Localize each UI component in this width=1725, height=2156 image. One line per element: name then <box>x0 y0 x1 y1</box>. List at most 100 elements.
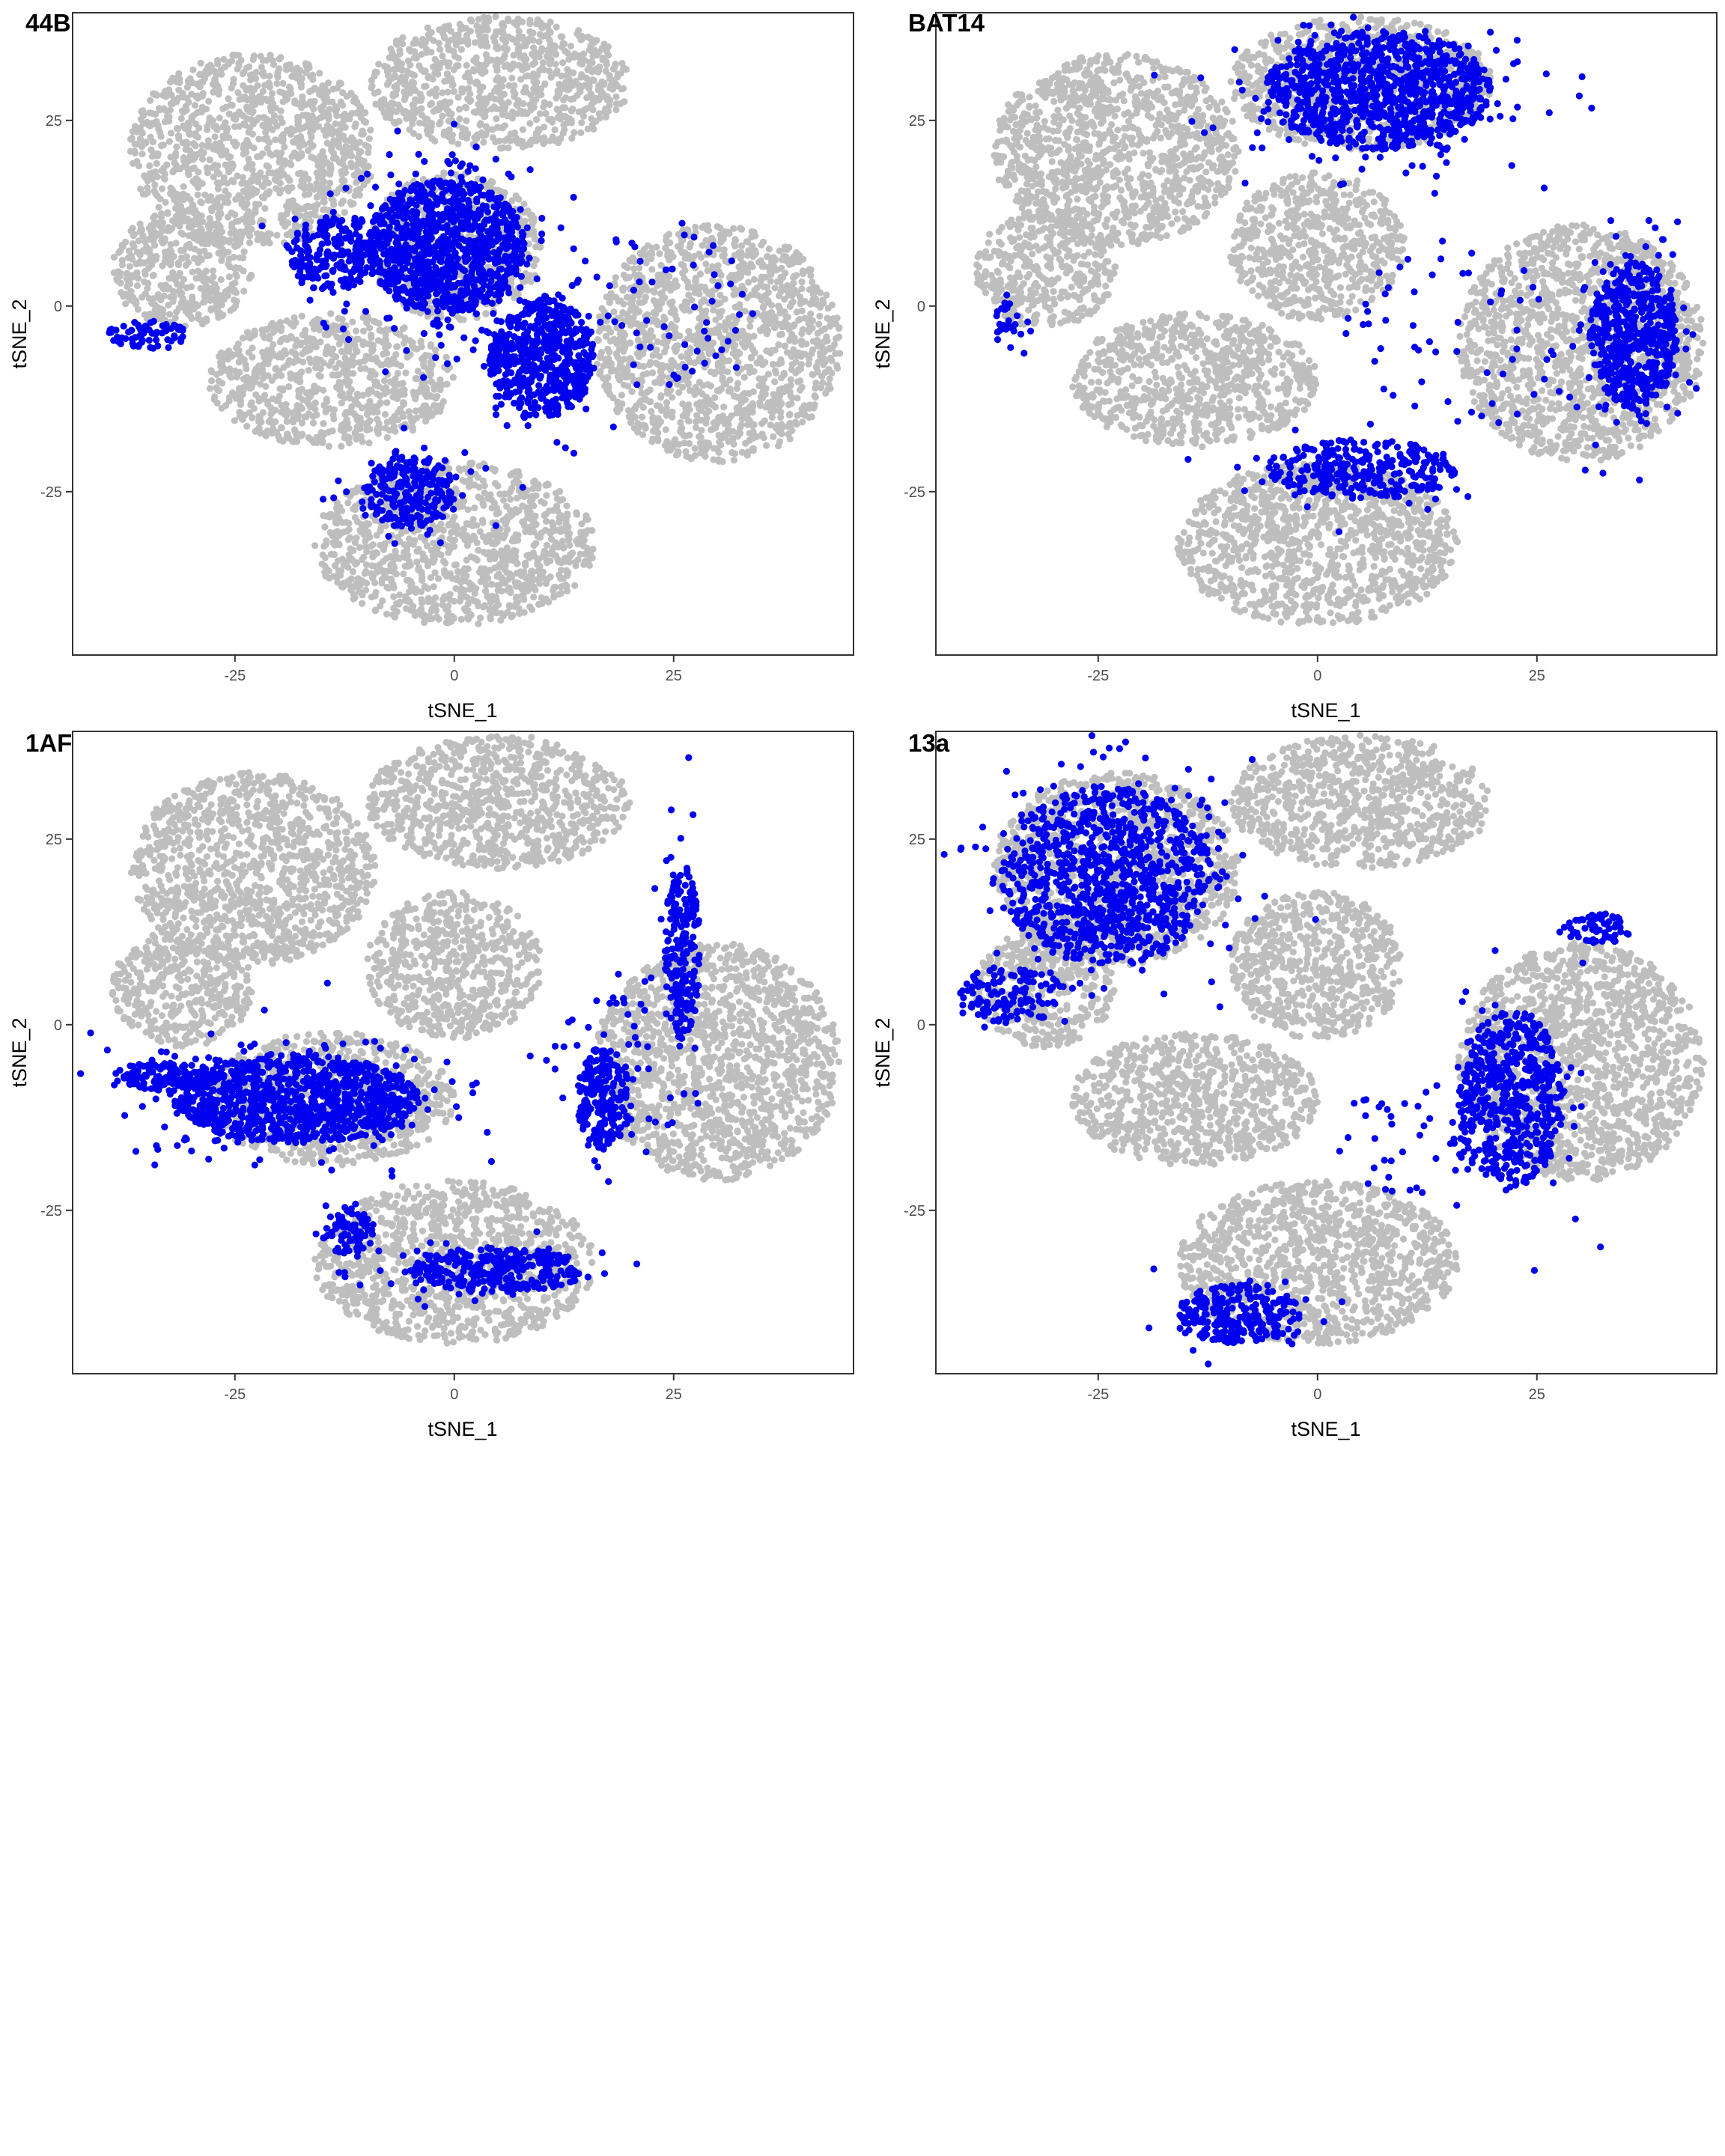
background-cell-point <box>266 123 273 130</box>
background-cell-point <box>381 377 388 384</box>
background-cell-point <box>627 339 633 346</box>
background-cell-point <box>779 331 785 338</box>
background-cell-point <box>794 308 800 315</box>
background-cell-point <box>173 308 180 315</box>
background-cell-point <box>728 449 735 456</box>
background-cell-point <box>568 43 574 49</box>
background-cell-point <box>242 122 249 129</box>
background-cell-point <box>428 124 435 130</box>
background-cell-point <box>692 445 699 452</box>
background-cell-point <box>620 329 627 336</box>
background-cell-point <box>368 334 374 341</box>
background-cell-point <box>767 278 774 284</box>
background-cell-point <box>206 225 213 232</box>
background-cell-point <box>553 94 559 101</box>
background-cell-point <box>205 141 212 147</box>
background-cell-point <box>726 377 733 383</box>
background-cell-point <box>229 389 236 396</box>
background-cell-point <box>361 158 368 165</box>
background-cell-point <box>692 289 699 296</box>
background-cell-point <box>401 324 408 331</box>
background-cell-point <box>797 377 803 384</box>
background-cell-point <box>358 115 365 121</box>
background-cell-point <box>693 401 700 407</box>
background-cell-point <box>302 204 309 210</box>
background-cell-point <box>427 90 433 97</box>
background-cell-point <box>549 118 556 125</box>
background-cell-point <box>777 288 784 295</box>
background-cell-point <box>714 421 720 427</box>
background-cell-point <box>396 47 403 54</box>
background-cell-point <box>216 232 223 239</box>
background-cell-point <box>779 323 785 330</box>
background-cell-point <box>795 366 802 373</box>
background-cell-point <box>621 98 627 105</box>
background-cell-point <box>505 17 511 24</box>
background-cell-point <box>746 437 753 444</box>
background-cell-point <box>758 313 765 320</box>
background-cell-point <box>241 249 248 255</box>
background-cell-point <box>186 241 192 248</box>
background-cell-point <box>690 336 696 343</box>
background-cell-point <box>328 147 335 153</box>
background-cell-point <box>815 359 821 365</box>
background-cell-point <box>249 177 255 184</box>
background-cell-point <box>758 242 764 249</box>
background-cell-point <box>286 84 293 91</box>
background-cell-point <box>612 106 619 113</box>
background-cell-point <box>494 124 501 131</box>
background-cell-point <box>648 408 654 415</box>
background-cell-point <box>659 296 666 302</box>
background-cell-point <box>252 392 259 398</box>
background-cell-point <box>710 456 717 463</box>
background-cell-point <box>219 359 225 365</box>
background-cell-point <box>650 414 657 421</box>
background-cell-point <box>157 282 164 289</box>
background-cell-point <box>620 287 627 293</box>
background-cell-point <box>560 121 567 128</box>
background-cell-point <box>788 401 794 407</box>
background-cell-point <box>800 256 806 263</box>
background-cell-point <box>312 388 319 395</box>
background-cell-point <box>142 268 148 275</box>
background-cell-point <box>547 49 554 56</box>
background-cell-point <box>636 399 643 406</box>
background-cell-point <box>422 352 429 359</box>
background-cell-point <box>370 409 377 415</box>
background-cell-point <box>260 232 267 239</box>
background-cell-point <box>317 373 324 380</box>
background-cell-point <box>219 106 226 112</box>
background-cell-point <box>136 237 142 244</box>
background-cell-point <box>606 76 613 82</box>
background-cell-point <box>197 270 204 277</box>
background-cell-point <box>225 59 232 66</box>
background-cell-point <box>264 162 270 169</box>
background-cell-point <box>236 369 243 376</box>
background-cell-point <box>349 362 356 368</box>
background-cell-point <box>195 124 202 131</box>
background-cell-point <box>736 350 743 357</box>
background-cell-point <box>764 284 770 290</box>
background-cell-point <box>563 502 570 509</box>
background-cell-point <box>301 413 308 420</box>
background-cell-point <box>431 384 437 391</box>
background-cell-point <box>294 415 301 422</box>
background-cell-point <box>734 430 741 436</box>
background-cell-point <box>357 365 364 372</box>
background-cell-point <box>395 65 402 72</box>
background-cell-point <box>460 37 466 44</box>
background-cell-point <box>261 82 268 88</box>
background-cell-point <box>739 260 746 267</box>
background-cell-point <box>169 100 176 107</box>
background-cell-point <box>764 253 770 260</box>
background-cell-point <box>342 355 349 362</box>
background-cell-point <box>213 384 220 391</box>
background-cell-point <box>215 314 222 321</box>
background-cell-point <box>252 328 258 335</box>
background-cell-point <box>436 46 443 52</box>
background-cell-point <box>398 362 404 369</box>
background-cell-point <box>130 294 136 301</box>
background-cell-point <box>374 391 380 398</box>
background-cell-point <box>775 361 782 368</box>
background-cell-point <box>520 127 526 133</box>
